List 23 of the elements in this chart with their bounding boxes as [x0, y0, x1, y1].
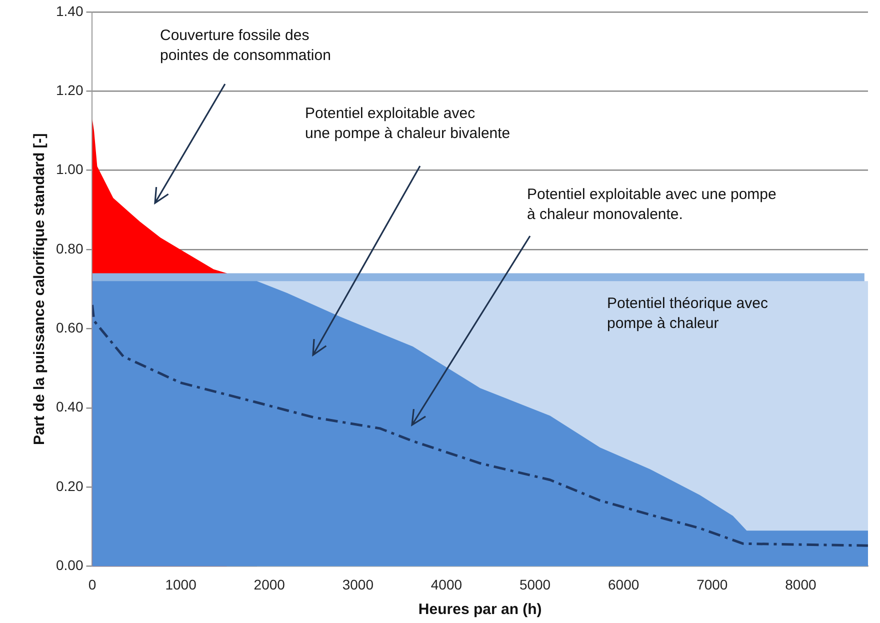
x-tick-label: 4000	[430, 576, 462, 592]
x-tick-label: 5000	[519, 576, 551, 592]
y-tick-label: 1.20	[56, 82, 84, 98]
x-tick-label: 8000	[785, 576, 816, 592]
annotation: Potentiel exploitable avec une pompe à chaleur monovalente.	[527, 185, 776, 225]
x-tick-label: 2000	[254, 576, 286, 592]
x-tick-label: 6000	[608, 576, 640, 592]
annotation: Potentiel théorique avec pompe à chaleur	[607, 294, 768, 334]
x-tick-label: 3000	[342, 576, 374, 592]
annotation: Couverture fossile des pointes de consommation	[160, 26, 331, 66]
y-axis-title: Part de la puissance calorifique standard [-]	[31, 133, 48, 445]
y-tick-label: 0.60	[56, 320, 84, 336]
x-tick-label: 7000	[696, 576, 728, 592]
x-tick-label: 0	[88, 576, 96, 592]
annotation: Potentiel exploitable avec une pompe à chaleur bivalente	[305, 104, 510, 144]
y-tick-label: 1.40	[56, 2, 84, 19]
y-tick-label: 0.20	[56, 478, 84, 494]
x-tick-label: 1000	[165, 576, 197, 592]
y-tick-label: 0.00	[56, 557, 84, 574]
y-tick-label: 0.40	[56, 398, 84, 415]
y-tick-label: 1.00	[56, 161, 84, 178]
y-tick-label: 0.80	[56, 240, 84, 256]
x-axis-title: Heures par an (h)	[418, 601, 542, 618]
